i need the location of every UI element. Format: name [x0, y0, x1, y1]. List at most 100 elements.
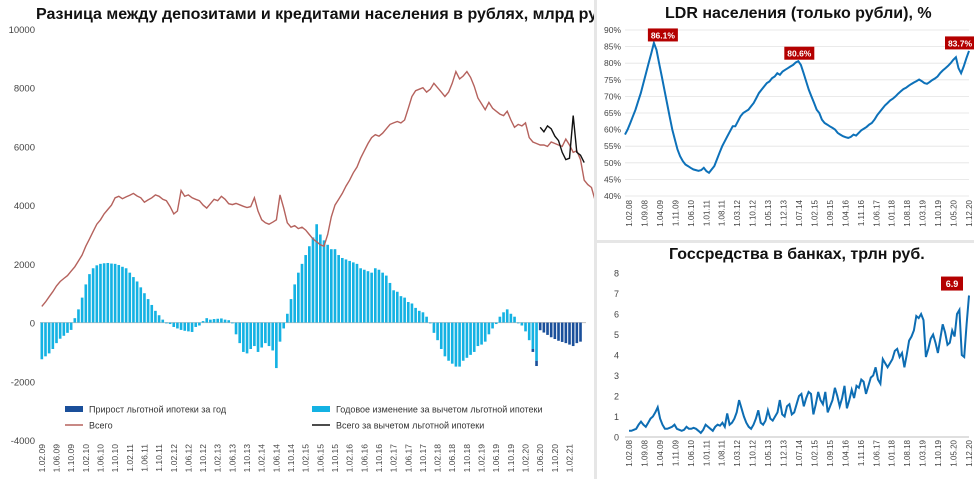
y-tick-label: 8 — [614, 269, 619, 279]
x-tick-label: 1.05.20 — [950, 439, 959, 466]
x-tick-label: 1.10.18 — [462, 444, 472, 473]
x-tick-label: 1.04.16 — [841, 199, 850, 226]
x-tick-label: 1.11.09 — [671, 439, 680, 466]
bar-annual-change — [443, 322, 447, 357]
x-tick-label: 1.03.19 — [919, 199, 928, 226]
data-label: 86.1% — [651, 30, 676, 40]
bar-annual-change — [99, 263, 102, 323]
bar-annual-change — [351, 262, 355, 323]
bar-preferential-mortgage — [579, 322, 582, 342]
bar-annual-change — [278, 322, 282, 342]
y-tick-label: 2000 — [14, 260, 35, 271]
x-tick-label: 1.02.08 — [625, 439, 634, 466]
bar-annual-change — [88, 274, 91, 323]
line-ldr — [624, 39, 970, 175]
bar-annual-change — [267, 322, 271, 347]
data-label-box — [784, 46, 815, 60]
x-tick-label: 1.08.11 — [718, 439, 727, 466]
bar-annual-change — [399, 296, 403, 323]
bar-annual-change — [330, 249, 333, 323]
bar-annual-change — [146, 299, 150, 323]
bar-annual-change — [128, 272, 132, 323]
x-tick-label: 1.02.15 — [810, 439, 819, 466]
bar-annual-change — [40, 322, 44, 360]
x-tick-label: 1.09.08 — [640, 439, 649, 466]
x-tick-label: 1.06.18 — [447, 444, 457, 473]
x-tick-label: 1.06.16 — [359, 444, 369, 473]
bar-annual-change — [256, 322, 260, 352]
bar-annual-change — [304, 255, 307, 323]
bar-annual-change — [531, 322, 535, 349]
y-tick-label: 4000 — [14, 201, 35, 212]
bar-annual-change — [414, 307, 417, 323]
x-tick-label: 1.11.16 — [857, 199, 866, 226]
x-tick-label: 1.10.19 — [506, 444, 516, 473]
bar-preferential-mortgage — [549, 322, 553, 338]
bar-annual-change — [326, 244, 329, 323]
bar-annual-change — [264, 322, 267, 344]
bar-annual-change — [154, 310, 157, 323]
bar-annual-change — [373, 268, 377, 323]
bar-annual-change — [84, 284, 88, 323]
bar-annual-change — [362, 269, 366, 323]
bar-annual-change — [527, 322, 531, 341]
line-total-ex-mortgage — [539, 115, 585, 163]
x-tick-label: 1.10.16 — [374, 444, 384, 473]
bar-annual-change — [66, 322, 69, 333]
bar-annual-change — [439, 322, 443, 349]
x-tick-label: 1.02.10 — [81, 444, 91, 473]
x-tick-label: 1.10.14 — [286, 444, 296, 473]
bar-annual-change — [359, 268, 362, 323]
bar-annual-change — [121, 266, 124, 323]
bar-annual-change — [201, 321, 205, 323]
x-tick-label: 1.10.11 — [154, 444, 164, 472]
data-label: 83.7% — [948, 38, 973, 48]
bar-annual-change — [520, 322, 524, 326]
deposits-loans-gap-chart-panel: Разница между депозитами и кредитами нас… — [8, 6, 612, 473]
bar-annual-change — [176, 322, 179, 329]
y-tick-label: 4 — [614, 351, 619, 361]
bar-annual-change — [428, 322, 432, 324]
panel-divider-vertical — [594, 0, 597, 479]
x-tick-label: 1.06.17 — [872, 439, 881, 466]
legend-label: Всего за вычетом льготной ипотеки — [336, 421, 484, 431]
x-tick-label: 1.06.19 — [491, 444, 501, 473]
bar-annual-change — [102, 263, 106, 323]
bar-annual-change — [461, 322, 465, 361]
y-tick-label: 8000 — [14, 84, 35, 95]
bar-annual-change — [194, 322, 198, 327]
x-tick-label: 1.09.08 — [640, 199, 649, 226]
bar-annual-change — [417, 310, 421, 323]
bar-annual-change — [150, 304, 154, 323]
bar-annual-change — [282, 322, 286, 329]
line-total — [41, 69, 594, 307]
bar-annual-change — [293, 284, 296, 323]
bar-annual-change — [286, 313, 289, 323]
bar-annual-change — [220, 318, 223, 323]
data-label: 80.6% — [787, 49, 812, 59]
x-tick-label: 1.06.10 — [687, 199, 696, 226]
bar-annual-change — [51, 322, 55, 349]
panel-divider-horizontal — [597, 240, 974, 243]
x-tick-label: 1.02.12 — [169, 444, 179, 473]
bar-preferential-mortgage — [564, 322, 568, 344]
bar-annual-change — [348, 260, 351, 323]
bar-annual-change — [502, 312, 505, 323]
bar-annual-change — [124, 268, 128, 323]
y-tick-label: 5 — [614, 330, 619, 340]
bar-annual-change — [403, 297, 406, 323]
y-tick-label: 70% — [604, 91, 621, 101]
bar-annual-change — [190, 322, 194, 332]
legend-swatch — [65, 406, 83, 412]
bar-annual-change — [231, 322, 234, 324]
bar-annual-change — [366, 271, 370, 323]
x-tick-label: 1.10.09 — [66, 444, 76, 473]
bar-annual-change — [271, 322, 275, 351]
bar-annual-change — [432, 322, 436, 333]
x-tick-label: 1.10.20 — [550, 444, 560, 473]
y-tick-label: 85% — [604, 42, 621, 52]
x-tick-label: 1.02.09 — [37, 444, 47, 473]
x-tick-label: 1.03.12 — [733, 199, 742, 226]
x-tick-label: 1.02.14 — [257, 444, 267, 473]
